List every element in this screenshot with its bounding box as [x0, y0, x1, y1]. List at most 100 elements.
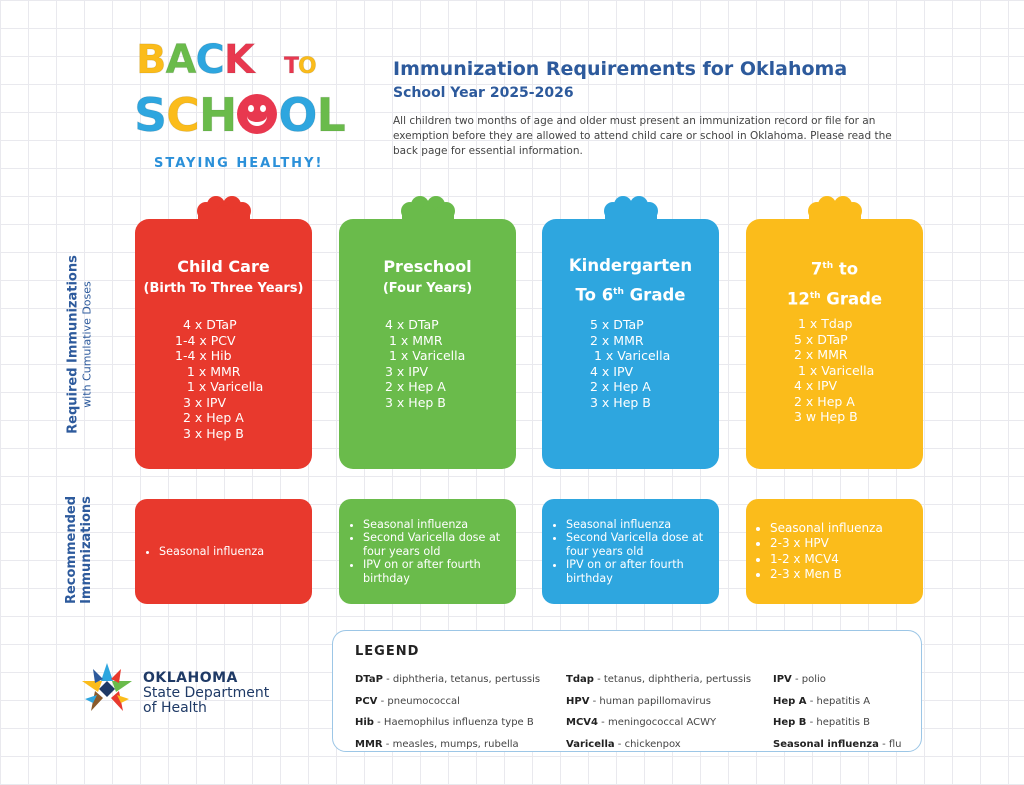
- card-preschool: Preschool (Four Years) 4 x DTaP 1 x MMR …: [339, 196, 516, 469]
- legend-entry: Seasonal influenza - flu: [773, 734, 902, 756]
- agency-logo: OKLAHOMA State Department of Health: [80, 662, 290, 722]
- page-subtitle: School Year 2025-2026: [393, 85, 574, 101]
- dose-list: 4 x DTaP 1-4 x PCV 1-4 x Hib 1 x MMR 1 x…: [175, 317, 264, 441]
- legend-desc: - human papillomavirus: [589, 695, 711, 707]
- list-item: Seasonal influenza: [770, 521, 883, 537]
- legend-entry: MCV4 - meningococcal ACWY: [566, 712, 751, 734]
- oklahoma-star-icon: [82, 663, 132, 711]
- bow-icon: [400, 196, 455, 223]
- recommended-list: Seasonal influenza: [135, 545, 270, 559]
- legend-desc: - hepatitis A: [806, 695, 871, 707]
- legend-abbr: IPV: [773, 674, 792, 685]
- list-item: IPV on or after fourth birthday: [566, 558, 713, 585]
- recommended-list: Seasonal influenza 2-3 x HPV 1-2 x MCV4 …: [746, 521, 889, 583]
- logo-letter: K: [223, 37, 255, 83]
- agency-name-line1: OKLAHOMA: [143, 670, 238, 686]
- card-title-line2: 12: [786, 289, 810, 308]
- logo-letter: O: [298, 54, 318, 79]
- list-item: Seasonal influenza: [566, 518, 713, 532]
- legend-title: LEGEND: [355, 644, 420, 659]
- logo-letter: T: [283, 54, 299, 79]
- recommended-preschool: Seasonal influenza Second Varicella dose…: [339, 499, 516, 604]
- card-kindergarten: Kindergarten To 6th Grade 5 x DTaP 2 x M…: [542, 196, 719, 469]
- legend-column-3: IPV - polio Hep A - hepatitis A Hep B - …: [773, 669, 902, 755]
- card-title-line2-end: Grade: [820, 289, 883, 308]
- intro-paragraph: All children two months of age and older…: [393, 115, 892, 157]
- legend-abbr: MMR: [355, 738, 383, 750]
- legend-column-1: DTaP - diphtheria, tetanus, pertussis PC…: [355, 669, 540, 755]
- card-title-line2: To 6: [575, 285, 614, 305]
- card-title-line2-end: Grade: [623, 285, 686, 305]
- card-child-care: Child Care (Birth To Three Years) 4 x DT…: [135, 196, 312, 469]
- logo-back-word: B A C K: [136, 37, 256, 83]
- required-immunizations-label: Required Immunizations with Cumulative D…: [66, 245, 95, 445]
- logo-letter: C: [166, 88, 201, 142]
- logo-letter: A: [165, 37, 197, 83]
- legend-desc: - measles, mumps, rubella: [382, 738, 519, 750]
- legend-desc: - chickenpox: [614, 738, 681, 750]
- required-label-sub: with Cumulative Doses: [80, 281, 94, 408]
- legend-desc: - flu: [878, 738, 902, 750]
- card-title-line1: Kindergarten: [568, 256, 693, 275]
- list-item: 2-3 x Men B: [770, 567, 883, 583]
- ordinal-suffix: th: [822, 261, 834, 271]
- ordinal-suffix: th: [809, 290, 821, 301]
- legend-abbr: MCV4: [566, 717, 598, 728]
- recommended-kindergarten: Seasonal influenza Second Varicella dose…: [542, 499, 719, 604]
- legend-entry: MMR - measles, mumps, rubella: [355, 734, 540, 756]
- logo-letter: S: [133, 88, 167, 142]
- logo-letter: C: [195, 37, 225, 83]
- legend-desc: - hepatitis B: [806, 717, 871, 728]
- legend-entry: HPV - human papillomavirus: [566, 691, 751, 713]
- legend-desc: - polio: [791, 674, 826, 685]
- smiley-face-icon: [237, 94, 278, 134]
- legend-column-2: Tdap - tetanus, diphtheria, pertussis HP…: [566, 669, 751, 755]
- recommended-list: Seasonal influenza Second Varicella dose…: [339, 518, 516, 586]
- list-item: IPV on or after fourth birthday: [363, 558, 510, 585]
- legend-abbr: HPV: [566, 695, 590, 707]
- agency-name-line2: State Department: [143, 685, 270, 701]
- agency-name-line3: of Health: [143, 700, 207, 716]
- legend-desc: - Haemophilus influenza type B: [373, 717, 534, 728]
- card-title: Preschool (Four Years): [339, 219, 516, 298]
- page-title: Immunization Requirements for Oklahoma: [393, 58, 848, 80]
- card-7th-to-12th: 7th to 12th Grade 1 x Tdap 5 x DTaP 2 x …: [746, 196, 923, 469]
- bow-icon: [196, 196, 251, 223]
- dose-list: 5 x DTaP 2 x MMR 1 x Varicella 4 x IPV 2…: [590, 317, 671, 410]
- logo-school-word: S C H O L: [133, 88, 346, 142]
- dose-list: 1 x Tdap 5 x DTaP 2 x MMR 1 x Varicella …: [794, 316, 875, 424]
- ordinal-suffix: th: [613, 287, 624, 297]
- legend-entry: PCV - pneumococcal: [355, 691, 540, 713]
- card-title-text: Child Care: [177, 257, 270, 276]
- legend-desc: - tetanus, diphtheria, pertussis: [593, 674, 752, 685]
- logo-letter: H: [198, 88, 237, 142]
- legend-abbr: Seasonal influenza: [773, 738, 879, 750]
- legend-abbr: Hib: [355, 717, 374, 728]
- logo-letter: O: [278, 88, 318, 142]
- legend-entry: Varicella - chickenpox: [566, 734, 751, 756]
- bow-icon: [807, 196, 862, 223]
- logo-tagline: STAYING HEALTHY!: [154, 156, 324, 171]
- card-subtitle: (Birth To Three Years): [143, 281, 304, 296]
- card-title: Kindergarten To 6th Grade: [542, 219, 719, 309]
- list-item: 2-3 x HPV: [770, 536, 883, 552]
- card-subtitle: (Four Years): [382, 281, 473, 296]
- legend-desc: - pneumococcal: [377, 695, 460, 707]
- required-label-main: Required Immunizations: [65, 255, 81, 434]
- back-to-school-logo: B A C K T O S C H O L STAYING HEALTHY!: [133, 37, 348, 180]
- legend-abbr: Tdap: [566, 674, 594, 685]
- logo-letter: L: [316, 88, 346, 142]
- list-item: Seasonal influenza: [363, 518, 510, 532]
- card-title-text: Preschool: [383, 257, 472, 276]
- card-title-line1: 7: [810, 259, 823, 279]
- bow-icon: [603, 196, 658, 223]
- legend-abbr: Hep B: [773, 717, 807, 728]
- legend-abbr: PCV: [355, 695, 378, 707]
- logo-to-word: T O: [283, 54, 318, 79]
- list-item: Seasonal influenza: [159, 545, 264, 559]
- legend-desc: - diphtheria, tetanus, pertussis: [382, 674, 541, 685]
- card-title: 7th to 12th Grade: [746, 219, 923, 312]
- recommended-list: Seasonal influenza Second Varicella dose…: [542, 518, 719, 586]
- recommended-child-care: Seasonal influenza: [135, 499, 312, 604]
- logo-letter: B: [136, 37, 167, 83]
